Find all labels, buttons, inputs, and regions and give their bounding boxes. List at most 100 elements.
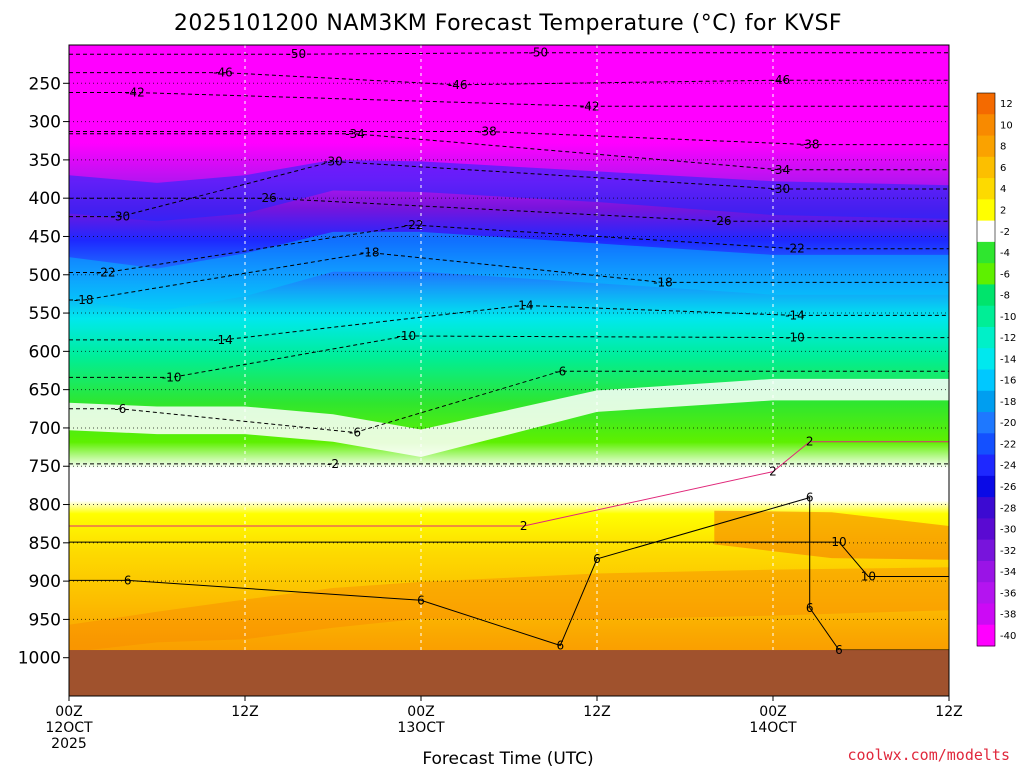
plot-area xyxy=(69,45,949,696)
credit-text: coolwx.com/modelts xyxy=(847,746,1010,764)
isotherm-label: 6 xyxy=(417,593,425,607)
colorbar-swatch xyxy=(977,390,995,413)
colorbar-swatch xyxy=(977,241,995,264)
isotherm-label: -14 xyxy=(213,333,233,347)
y-tick-label: 900 xyxy=(29,572,61,592)
isotherm-line xyxy=(69,304,949,341)
colorbar-swatch xyxy=(977,199,995,222)
y-tick-label: 850 xyxy=(29,534,61,554)
colorbar-label: -40 xyxy=(1000,631,1016,642)
isotherm-line xyxy=(69,335,949,378)
isotherm-label: -10 xyxy=(397,329,417,343)
isotherm-label: 2 xyxy=(806,435,814,449)
y-tick-label: 500 xyxy=(29,266,61,286)
isotherm-label: -6 xyxy=(349,426,361,440)
colorbar-label: -24 xyxy=(1000,461,1016,472)
colorbar-swatch xyxy=(977,603,995,626)
colorbar-label: -36 xyxy=(1000,588,1016,599)
colorbar-label: -16 xyxy=(1000,376,1016,387)
colorbar-label: 10 xyxy=(1000,120,1013,131)
colorbar-label: -22 xyxy=(1000,439,1016,450)
isotherm-label: -30 xyxy=(771,182,791,196)
x-tick-label: 2025 xyxy=(51,736,87,752)
isotherm-line xyxy=(69,92,949,107)
colorbar-label: -18 xyxy=(1000,397,1016,408)
isotherm-label: 6 xyxy=(835,643,843,657)
isotherm-label: -2 xyxy=(327,457,339,471)
colorbar-label: -6 xyxy=(1000,269,1010,280)
isotherm-line xyxy=(69,441,949,527)
x-tick-label: 12Z xyxy=(935,704,962,720)
y-tick-label: 650 xyxy=(29,381,61,401)
isotherm-label: -26 xyxy=(257,191,277,205)
isotherm-line xyxy=(69,52,949,55)
isotherm-label: 6 xyxy=(806,491,814,505)
isotherm-label: 6 xyxy=(593,552,601,566)
isotherm-label: -18 xyxy=(653,275,673,289)
colorbar-label: -2 xyxy=(1000,227,1010,238)
isotherm-label: 10 xyxy=(861,570,876,584)
y-tick-label: 600 xyxy=(29,342,61,362)
isotherm-label: -10 xyxy=(785,331,805,345)
x-tick-label: 14OCT xyxy=(749,720,797,736)
x-axis-label: Forecast Time (UTC) xyxy=(422,749,593,768)
isotherm-label: 6 xyxy=(806,601,814,615)
isotherm-line xyxy=(69,197,949,222)
isotherm-label: -38 xyxy=(800,138,820,152)
colorbar-swatch xyxy=(977,412,995,434)
isotherm-label: -50 xyxy=(287,47,307,61)
colorbar-label: -20 xyxy=(1000,418,1016,429)
y-axis: 250 300 350 400 450 500 550 600 650 700 750 800 850 9… xyxy=(18,74,69,669)
colorbar-swatch xyxy=(977,582,995,604)
y-tick-label: 700 xyxy=(29,419,61,439)
isotherm-label: -14 xyxy=(785,308,805,322)
isotherm-label: -14 xyxy=(514,298,534,312)
isotherm-label: -46 xyxy=(771,73,791,87)
isotherm-label: 10 xyxy=(831,535,846,549)
colorbar-swatch xyxy=(977,348,995,370)
x-tick-label: 12OCT xyxy=(45,720,93,736)
isotherm-line xyxy=(69,541,949,577)
colorbar-swatch xyxy=(977,560,995,583)
colorbar-label: 4 xyxy=(1000,184,1006,195)
isotherm-label: -42 xyxy=(580,99,600,113)
colorbar-swatch xyxy=(977,93,995,115)
colorbar: 12 10 8 6 4 2 -2 -4 -6 -8 -10 -12 -14 -16 -18 -20 -22 -24… xyxy=(976,92,1016,647)
colorbar-swatch xyxy=(977,518,995,541)
temperature-band-3 xyxy=(69,378,949,457)
isotherm-label: -10 xyxy=(162,370,182,384)
colorbar-label: -30 xyxy=(1000,525,1016,536)
colorbar-swatch xyxy=(977,263,995,285)
y-tick-label: 750 xyxy=(29,457,61,477)
colorbar-swatch xyxy=(977,454,995,477)
y-tick-label: 950 xyxy=(29,610,61,630)
colorbar-label: -32 xyxy=(1000,546,1016,557)
isotherm-line xyxy=(69,133,949,171)
isotherm-label: -22 xyxy=(404,218,424,232)
isotherm-labels: -50 -50-46-46 -46-42-42-38-38-34-34-30-30-… xyxy=(74,46,876,657)
colorbar-label: -4 xyxy=(1000,248,1010,259)
colorbar-label: -12 xyxy=(1000,333,1016,344)
colorbar-swatch xyxy=(977,624,995,647)
y-tick-label: 400 xyxy=(29,189,61,209)
colorbar-label: 8 xyxy=(1000,142,1006,153)
y-tick-label: 550 xyxy=(29,304,61,324)
colorbar-swatch xyxy=(977,220,995,243)
colorbar-swatch xyxy=(977,433,995,456)
y-tick-label: 250 xyxy=(29,74,61,94)
isotherm-label: -30 xyxy=(323,154,343,168)
colorbar-swatch xyxy=(977,114,995,137)
temperature-band-1 xyxy=(69,159,949,222)
temperature-band-2 xyxy=(69,231,949,312)
isotherm-label: -6 xyxy=(554,364,566,378)
colorbar-label: -26 xyxy=(1000,482,1016,493)
y-tick-label: 300 xyxy=(29,113,61,133)
isotherm-label: -34 xyxy=(771,163,791,177)
x-tick-label: 00Z xyxy=(759,704,786,720)
isotherm-label: -22 xyxy=(96,265,116,279)
x-tick-label: 00Z xyxy=(407,704,434,720)
isotherm-label: -22 xyxy=(785,242,805,256)
x-tick-label: 12Z xyxy=(231,704,258,720)
